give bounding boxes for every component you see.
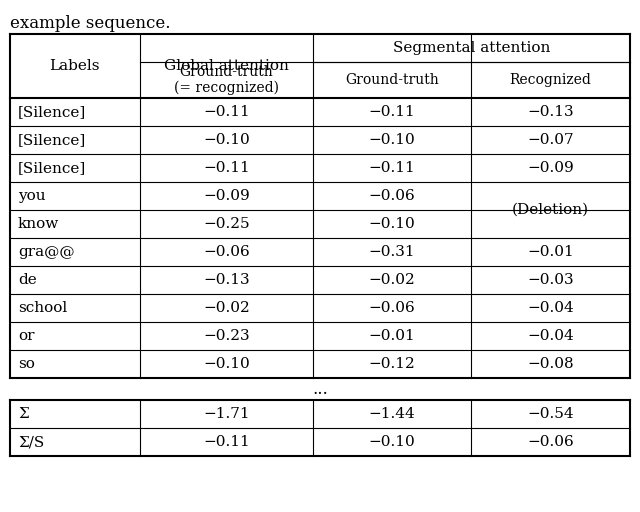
Text: −0.10: −0.10 — [369, 133, 415, 147]
Text: [Silence]: [Silence] — [18, 105, 86, 119]
Text: −0.07: −0.07 — [527, 133, 574, 147]
Text: −0.12: −0.12 — [369, 357, 415, 371]
Text: Ground-truth: Ground-truth — [345, 73, 439, 87]
Text: Σ/S: Σ/S — [18, 435, 44, 449]
Text: Σ: Σ — [18, 407, 29, 421]
Text: [Silence]: [Silence] — [18, 133, 86, 147]
Text: −0.11: −0.11 — [369, 105, 415, 119]
Text: −0.10: −0.10 — [369, 435, 415, 449]
Text: −1.44: −1.44 — [369, 407, 415, 421]
Text: −0.25: −0.25 — [203, 217, 250, 231]
Text: −0.10: −0.10 — [203, 357, 250, 371]
Text: −0.11: −0.11 — [203, 161, 250, 175]
Text: −0.06: −0.06 — [369, 189, 415, 203]
Text: you: you — [18, 189, 45, 203]
Text: −0.11: −0.11 — [369, 161, 415, 175]
Text: −0.06: −0.06 — [369, 301, 415, 315]
Text: −0.06: −0.06 — [527, 435, 574, 449]
Text: −0.31: −0.31 — [369, 245, 415, 259]
Text: de: de — [18, 273, 36, 287]
Text: −0.06: −0.06 — [203, 245, 250, 259]
Text: −0.09: −0.09 — [203, 189, 250, 203]
Text: −0.02: −0.02 — [369, 273, 415, 287]
Text: −0.04: −0.04 — [527, 301, 574, 315]
Text: −0.03: −0.03 — [527, 273, 574, 287]
Text: −0.11: −0.11 — [203, 435, 250, 449]
Text: −0.10: −0.10 — [203, 133, 250, 147]
Text: (Deletion): (Deletion) — [512, 203, 589, 217]
Text: −0.02: −0.02 — [203, 301, 250, 315]
Text: [Silence]: [Silence] — [18, 161, 86, 175]
Text: example sequence.: example sequence. — [10, 15, 170, 32]
Text: −0.01: −0.01 — [369, 329, 415, 343]
Text: −0.01: −0.01 — [527, 245, 574, 259]
Text: Global attention: Global attention — [164, 59, 289, 73]
Text: school: school — [18, 301, 67, 315]
Text: −0.13: −0.13 — [527, 105, 574, 119]
Text: −0.10: −0.10 — [369, 217, 415, 231]
Text: −0.08: −0.08 — [527, 357, 574, 371]
Text: Ground-truth
(= recognized): Ground-truth (= recognized) — [174, 65, 279, 95]
Text: −0.11: −0.11 — [203, 105, 250, 119]
Text: gra@@: gra@@ — [18, 245, 75, 259]
Text: so: so — [18, 357, 35, 371]
Text: −0.04: −0.04 — [527, 329, 574, 343]
Text: Labels: Labels — [50, 59, 100, 73]
Text: Recognized: Recognized — [510, 73, 591, 87]
Text: Segmental attention: Segmental attention — [393, 41, 550, 55]
Text: ...: ... — [312, 380, 328, 397]
Text: know: know — [18, 217, 60, 231]
Text: −0.54: −0.54 — [527, 407, 574, 421]
Text: −1.71: −1.71 — [203, 407, 250, 421]
Text: −0.23: −0.23 — [203, 329, 250, 343]
Text: −0.13: −0.13 — [203, 273, 250, 287]
Text: −0.09: −0.09 — [527, 161, 574, 175]
Text: or: or — [18, 329, 35, 343]
